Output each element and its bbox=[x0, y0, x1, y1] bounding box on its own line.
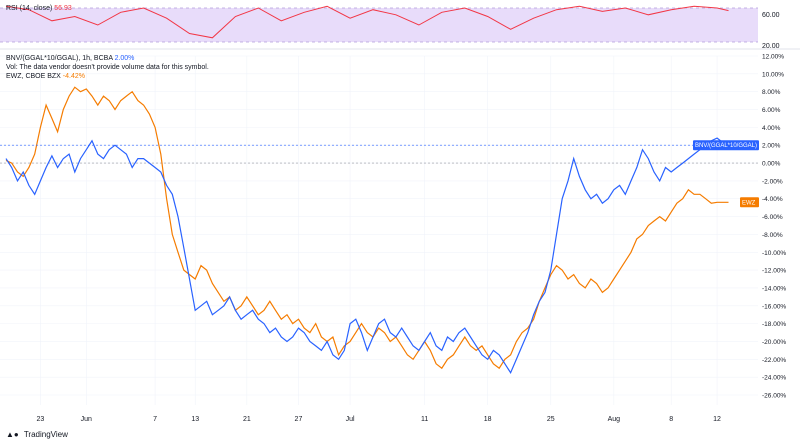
volume-note-text: Vol: The data vendor doesn't provide vol… bbox=[6, 64, 209, 71]
y-tick-label: -22.00% bbox=[762, 357, 786, 364]
y-tick-label: -2.00% bbox=[762, 178, 783, 185]
y-tick-label: -8.00% bbox=[762, 232, 783, 239]
tradingview-watermark[interactable]: ▲● TradingView bbox=[6, 430, 68, 439]
legend-compare-symbol: EWZ, CBOE BZX bbox=[6, 73, 61, 80]
rsi-legend-label: RSI (14, close) bbox=[6, 5, 53, 12]
x-axis[interactable]: 23 Jun 7 13 21 27 Jul 11 18 25 Aug 8 12 bbox=[37, 416, 722, 423]
y-tick-label: 4.00% bbox=[762, 125, 781, 132]
legend-volume-note: Vol: The data vendor doesn't provide vol… bbox=[6, 63, 209, 72]
tradingview-logo-icon: ▲● bbox=[6, 430, 19, 439]
series-line-ewz[interactable] bbox=[5, 86, 729, 370]
x-tick-label: Aug bbox=[608, 416, 621, 423]
rsi-pane: 60.00 20.00 bbox=[0, 5, 780, 50]
rsi-line bbox=[5, 5, 729, 39]
y-tick-label: -14.00% bbox=[762, 285, 786, 292]
y-tick-label: 0.00% bbox=[762, 161, 781, 168]
y-tick-label: 12.00% bbox=[762, 54, 784, 61]
x-tick-label: 21 bbox=[243, 416, 251, 423]
legend-compare[interactable]: EWZ, CBOE BZX -4.42% bbox=[6, 72, 85, 81]
y-tick-label: -24.00% bbox=[762, 375, 786, 382]
x-tick-label: Jun bbox=[81, 416, 92, 423]
x-tick-label: 7 bbox=[153, 416, 157, 423]
y-tick-label: -20.00% bbox=[762, 339, 786, 346]
x-tick-label: 18 bbox=[484, 416, 492, 423]
y-tick-label: -18.00% bbox=[762, 321, 786, 328]
y-tick-label: 10.00% bbox=[762, 71, 784, 78]
price-tag-ewz-bg bbox=[740, 197, 759, 208]
rsi-level-60-label: 60.00 bbox=[762, 12, 780, 19]
y-tick-label: -26.00% bbox=[762, 393, 786, 400]
price-tag-bnv-label: BNV/(GGAL*10/GGAL) bbox=[695, 143, 757, 149]
price-tag-bnv: BNV/(GGAL*10/GGAL) bbox=[693, 140, 759, 151]
rsi-level-20-label: 20.00 bbox=[762, 43, 780, 50]
legend-main-symbol: BNV/(GGAL*10/GGAL), 1h, BCBA bbox=[6, 55, 113, 62]
x-tick-label: 23 bbox=[37, 416, 45, 423]
y-tick-label: -4.00% bbox=[762, 196, 783, 203]
price-tag-ewz-label: EWZ bbox=[742, 200, 756, 206]
y-axis[interactable]: 12.00% 10.00% 8.00% 6.00% 4.00% 2.00% 0.00% -2.… bbox=[762, 54, 786, 400]
x-tick-label: 8 bbox=[669, 416, 673, 423]
tradingview-label: TradingView bbox=[23, 430, 68, 439]
y-tick-label: 6.00% bbox=[762, 107, 781, 114]
rsi-legend[interactable]: RSI (14, close) 56.93 bbox=[6, 5, 72, 12]
y-tick-label: -12.00% bbox=[762, 268, 786, 275]
series-line-bnv[interactable] bbox=[5, 137, 729, 374]
rsi-band bbox=[0, 8, 758, 42]
x-tick-label: 25 bbox=[547, 416, 555, 423]
legend-main[interactable]: BNV/(GGAL*10/GGAL), 1h, BCBA 2.00% bbox=[6, 54, 134, 63]
y-tick-label: -10.00% bbox=[762, 250, 786, 257]
price-tag-bnv-bg bbox=[693, 140, 759, 151]
y-tick-label: -6.00% bbox=[762, 214, 783, 221]
main-pane: 12.00% 10.00% 8.00% 6.00% 4.00% 2.00% 0.00% -2.… bbox=[0, 54, 786, 423]
x-tick-label: Jul bbox=[346, 416, 355, 423]
price-tag-ewz: EWZ bbox=[740, 197, 759, 208]
y-tick-label: -16.00% bbox=[762, 303, 786, 310]
x-tick-label: 11 bbox=[421, 416, 428, 423]
legend-main-value: 2.00% bbox=[114, 55, 135, 62]
y-tick-label: 8.00% bbox=[762, 89, 781, 96]
legend-compare-value: -4.42% bbox=[62, 73, 85, 80]
rsi-legend-value: 56.93 bbox=[54, 5, 72, 12]
x-tick-label: 12 bbox=[713, 416, 721, 423]
y-tick-label: 2.00% bbox=[762, 143, 781, 150]
grid bbox=[0, 55, 758, 405]
x-tick-label: 27 bbox=[295, 416, 303, 423]
x-tick-label: 13 bbox=[191, 416, 199, 423]
